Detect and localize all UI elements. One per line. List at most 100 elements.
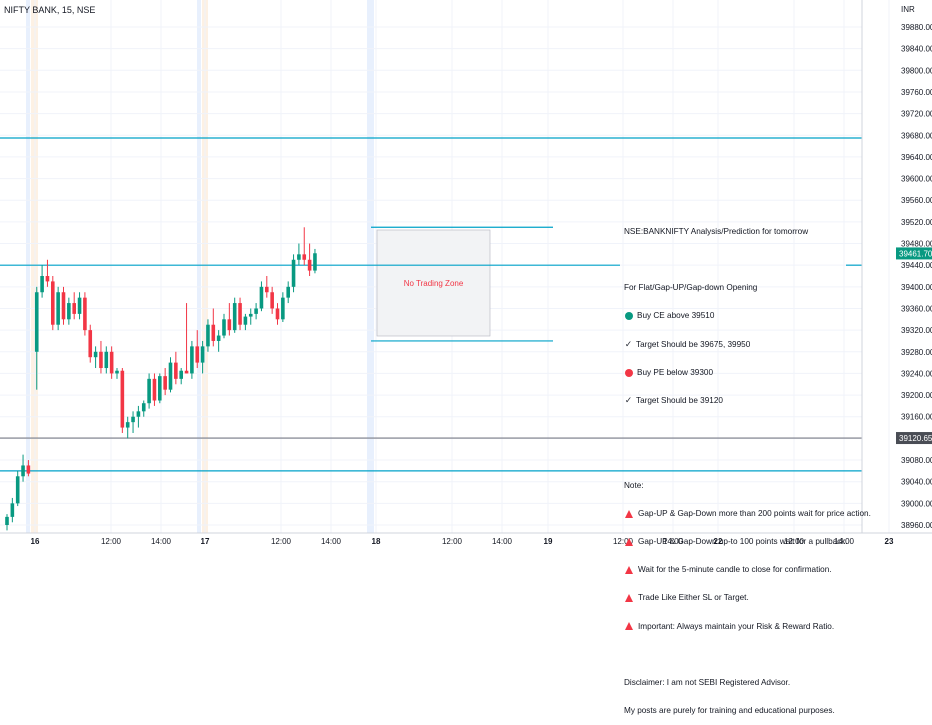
note-label: Note: (624, 480, 644, 490)
x-tick-label: 14:00 (663, 537, 684, 546)
candle-body (5, 516, 9, 525)
session-band (197, 0, 201, 533)
candle[interactable] (45, 259, 50, 287)
candle-body (270, 292, 274, 309)
y-axis[interactable]: 38960.0039000.0039040.0039080.0039120.00… (901, 23, 932, 530)
candle[interactable] (275, 303, 280, 325)
candle[interactable] (190, 340, 194, 379)
candle[interactable] (248, 308, 253, 325)
candle-body (206, 324, 210, 347)
candle[interactable] (195, 330, 200, 369)
disclaimer-line-2: My posts are purely for training and edu… (624, 706, 835, 716)
currency-label: INR (901, 5, 915, 14)
candle[interactable] (131, 411, 135, 433)
note-rule-3: Wait for the 5-minute candle to close fo… (624, 565, 871, 574)
candle[interactable] (222, 313, 226, 339)
y-tick-label: 39200.00 (901, 391, 932, 400)
candle-body (67, 303, 71, 320)
candle[interactable] (99, 340, 103, 374)
y-tick-label: 39160.00 (901, 413, 932, 422)
candle-body (40, 276, 44, 293)
candle[interactable] (206, 319, 210, 352)
candle[interactable] (297, 243, 301, 266)
note-rule-4: Trade Like Either SL or Target. (624, 593, 871, 602)
x-tick-label: 12:00 (613, 537, 634, 546)
price-chart[interactable]: 38960.0039000.0039040.0039080.0039120.00… (0, 0, 932, 550)
last-price-tag-bg (896, 247, 932, 260)
candle[interactable] (93, 346, 98, 369)
candle[interactable] (158, 373, 162, 404)
candle[interactable] (184, 303, 189, 374)
candle[interactable] (109, 346, 114, 379)
no-trading-zone-label: No Trading Zone (403, 279, 464, 288)
candle[interactable] (125, 416, 130, 439)
y-tick-label: 39640.00 (901, 153, 932, 162)
candle[interactable] (147, 373, 151, 409)
candle[interactable] (291, 254, 296, 293)
candle[interactable] (67, 297, 71, 325)
y-tick-label: 39000.00 (901, 499, 932, 508)
candle[interactable] (141, 400, 146, 417)
candle[interactable] (15, 470, 20, 507)
candle[interactable] (34, 286, 39, 390)
candle-body (83, 297, 87, 331)
candle[interactable] (227, 303, 232, 336)
candle-body (259, 286, 264, 309)
candle[interactable] (61, 286, 66, 325)
candle-body (174, 362, 178, 379)
candle[interactable] (168, 357, 173, 393)
candle[interactable] (302, 227, 307, 266)
candle[interactable] (254, 303, 258, 320)
candle[interactable] (313, 248, 317, 274)
candles[interactable] (5, 227, 317, 531)
candle[interactable] (307, 243, 312, 276)
candle-body (238, 303, 242, 325)
candle[interactable] (83, 292, 87, 336)
candle[interactable] (200, 340, 205, 374)
candle[interactable] (163, 368, 167, 396)
candle-body (109, 351, 114, 374)
x-tick-label: 14:00 (492, 537, 513, 546)
candle[interactable] (270, 286, 274, 314)
candle[interactable] (88, 324, 93, 363)
level-lines[interactable] (0, 137, 862, 472)
candle[interactable] (174, 351, 178, 385)
warning-icon (625, 509, 633, 518)
x-axis[interactable]: 16 12:00 14:00 17 12:00 14:00 18 12:00 14:00 19 12… (31, 537, 894, 546)
candle[interactable] (56, 286, 60, 331)
candle[interactable] (281, 292, 285, 323)
y-tick-label: 39080.00 (901, 456, 932, 465)
disclaimer-line-1: Disclaimer: I am not SEBI Registered Adv… (624, 678, 791, 688)
candle[interactable] (152, 373, 157, 406)
candle[interactable] (259, 281, 264, 312)
candle[interactable] (179, 368, 183, 385)
candle[interactable] (40, 265, 44, 298)
y-tick-label: 39240.00 (901, 369, 932, 378)
candle-body (51, 281, 55, 325)
candle[interactable] (10, 497, 15, 523)
candle[interactable] (77, 292, 82, 320)
candle[interactable] (238, 297, 242, 331)
candle[interactable] (21, 454, 25, 482)
candle[interactable] (232, 297, 237, 333)
candle-body (313, 253, 317, 271)
x-tick-label: 23 (885, 537, 894, 546)
green-circle-icon (625, 312, 633, 321)
candle[interactable] (5, 514, 9, 531)
candle[interactable] (72, 292, 76, 320)
candle-body (243, 316, 248, 325)
candle[interactable] (26, 460, 31, 477)
candle[interactable] (120, 368, 125, 433)
candle-body (72, 303, 76, 314)
candle[interactable] (136, 405, 141, 428)
candle[interactable] (286, 281, 290, 304)
candle[interactable] (211, 308, 216, 347)
candle[interactable] (216, 330, 221, 352)
candle[interactable] (104, 346, 109, 374)
no-trading-zone-box[interactable] (376, 229, 491, 337)
candle[interactable] (243, 313, 248, 331)
candle[interactable] (115, 368, 119, 379)
candle[interactable] (51, 276, 55, 331)
candle-body (125, 422, 130, 428)
candle[interactable] (265, 276, 269, 298)
